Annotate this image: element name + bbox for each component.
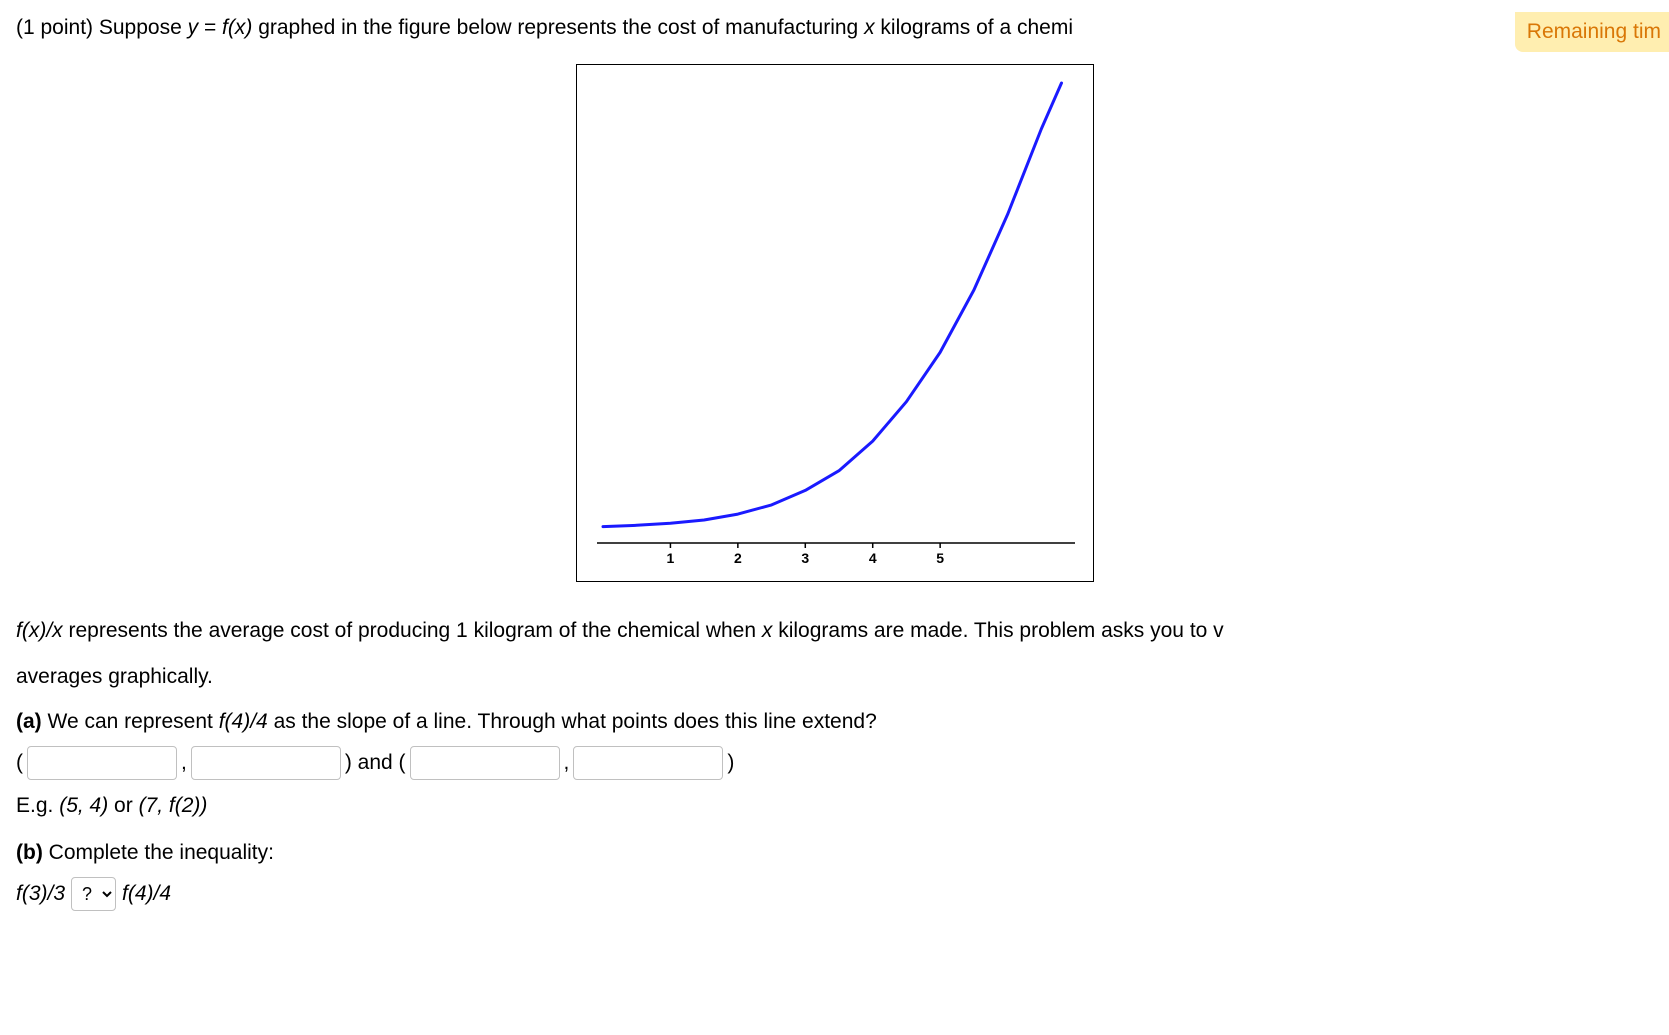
problem-prompt: (1 point) Suppose y = f(x) graphed in th…: [16, 12, 1653, 44]
prompt-y: y: [188, 16, 199, 39]
prompt-mid: graphed in the figure below represents t…: [252, 16, 864, 39]
desc-t2: kilograms are made. This problem asks yo…: [772, 619, 1223, 642]
desc-t1: represents the average cost of producing…: [63, 619, 762, 642]
description-line-1: f(x)/x represents the average cost of pr…: [16, 615, 1653, 647]
eg-or: or: [108, 794, 138, 817]
svg-text:5: 5: [936, 550, 944, 566]
inequality-select[interactable]: ?<=>: [71, 877, 116, 911]
comma-1: ,: [181, 747, 187, 779]
svg-text:1: 1: [666, 550, 674, 566]
prompt-fx: f(x): [222, 16, 252, 39]
chart-frame: 1 2 3 4 5: [576, 64, 1094, 582]
part-a-t2: as the slope of a line. Through what poi…: [268, 710, 877, 733]
prompt-eq: =: [198, 16, 222, 39]
svg-text:3: 3: [801, 550, 809, 566]
desc-fxx: f(x)/x: [16, 619, 63, 642]
point2-x-input[interactable]: [410, 746, 560, 780]
svg-text:2: 2: [733, 550, 741, 566]
part-b-text: Complete the inequality:: [43, 841, 274, 864]
eg-prefix: E.g.: [16, 794, 59, 817]
paren-close-2: ): [727, 747, 734, 779]
remaining-time-badge: Remaining tim: [1515, 12, 1669, 52]
prompt-suffix: kilograms of a chemi: [875, 16, 1073, 39]
prompt-x: x: [864, 16, 875, 39]
point1-x-input[interactable]: [27, 746, 177, 780]
points-input-row: ( , ) and ( , ): [16, 746, 1653, 780]
part-a-ratio: f(4)/4: [219, 710, 268, 733]
eg-1: (5, 4): [59, 794, 108, 817]
part-b-label: (b): [16, 841, 43, 864]
cost-chart: 1 2 3 4 5: [585, 73, 1085, 573]
svg-text:4: 4: [868, 550, 876, 566]
part-a-t1: We can represent: [42, 710, 219, 733]
inequality-rhs: f(4)/4: [122, 878, 171, 910]
prompt-prefix: (1 point) Suppose: [16, 16, 188, 39]
desc-x: x: [762, 619, 773, 642]
part-a-label: (a): [16, 710, 42, 733]
point1-y-input[interactable]: [191, 746, 341, 780]
paren-open-1: (: [16, 747, 23, 779]
part-a-question: (a) We can represent f(4)/4 as the slope…: [16, 706, 1653, 738]
part-b-question: (b) Complete the inequality:: [16, 837, 1653, 869]
comma-2: ,: [564, 747, 570, 779]
example-hint: E.g. (5, 4) or (7, f(2)): [16, 790, 1653, 822]
inequality-row: f(3)/3 ?<=> f(4)/4: [16, 877, 1653, 911]
point2-y-input[interactable]: [573, 746, 723, 780]
inequality-lhs: f(3)/3: [16, 878, 65, 910]
description-line-2: averages graphically.: [16, 661, 1653, 693]
and-text: ) and (: [345, 747, 406, 779]
eg-2: (7, f(2)): [139, 794, 208, 817]
